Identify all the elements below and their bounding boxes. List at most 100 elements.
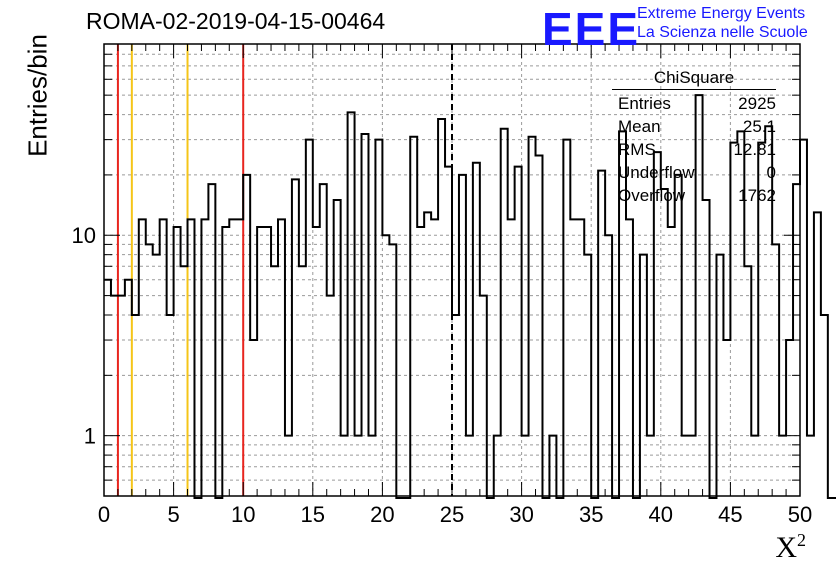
histogram-bin <box>515 167 522 496</box>
histogram-bin <box>208 184 215 496</box>
histogram-bin <box>368 436 375 496</box>
histogram-bin <box>431 219 438 496</box>
histogram-bin <box>111 296 118 496</box>
x-tick-label: 50 <box>788 502 812 527</box>
x-tick-label: 45 <box>718 502 742 527</box>
stats-value: 0 <box>766 163 776 182</box>
histogram-bin <box>751 436 758 496</box>
stats-row-mean: Mean 25.1 <box>612 115 776 138</box>
histogram-bin <box>118 296 125 496</box>
histogram-bin <box>445 167 452 496</box>
stats-title: ChiSquare <box>612 68 776 90</box>
y-tick-label: 10 <box>72 223 96 248</box>
histogram-bin <box>104 280 111 496</box>
histogram-bin <box>410 137 417 496</box>
histogram-bin <box>264 227 271 496</box>
x-tick-label: 5 <box>167 502 179 527</box>
stats-value: 12.81 <box>733 140 776 159</box>
histogram-bin <box>146 244 153 496</box>
histogram-bin <box>640 255 647 496</box>
histogram-bin <box>375 140 382 496</box>
stats-row-overflow: Overflow 1762 <box>612 184 776 207</box>
histogram-bin <box>744 266 751 496</box>
x-axis-label-sup: 2 <box>797 530 806 550</box>
histogram-bin <box>222 227 229 496</box>
histogram-bin <box>522 436 529 496</box>
histogram-bin <box>292 179 299 496</box>
marker-lines <box>116 44 453 496</box>
histogram-bin <box>549 436 556 496</box>
histogram-bin <box>605 235 612 496</box>
histogram-bin <box>181 266 188 496</box>
histogram-bin <box>626 219 633 496</box>
histogram-bin <box>494 436 501 496</box>
histogram-series <box>104 94 836 499</box>
histogram-bin <box>800 140 807 496</box>
histogram-bin <box>236 219 243 496</box>
histogram-bin <box>174 227 181 496</box>
histogram-bin <box>341 436 348 496</box>
histogram-bin <box>814 212 821 496</box>
y-axis-label: Entries/bin <box>22 34 53 157</box>
histogram-bin <box>480 296 487 496</box>
histogram-bin <box>508 219 515 496</box>
x-axis-label: X2 <box>775 530 806 565</box>
axes-layer: 0 5 10 15 20 25 30 35 40 45 50 1 10 <box>72 43 812 527</box>
histogram-bin <box>452 315 459 496</box>
x-tick-label: 35 <box>579 502 603 527</box>
histogram-bin <box>689 436 696 496</box>
histogram-bin <box>160 219 167 496</box>
y-tick-label: 1 <box>84 424 96 449</box>
histogram-bin <box>348 112 355 496</box>
histogram-bin <box>779 436 786 496</box>
histogram-bin <box>229 219 236 496</box>
x-tick-label: 20 <box>370 502 394 527</box>
eee-logo: EEE <box>542 3 641 55</box>
histogram-bin <box>473 163 480 496</box>
histogram-bin <box>459 175 466 496</box>
histogram-bin <box>320 184 327 496</box>
histogram-bin <box>285 436 292 496</box>
stats-label: Overflow <box>618 186 686 205</box>
histogram-bin <box>355 436 362 496</box>
histogram-bin <box>250 340 257 496</box>
histogram-layer <box>104 94 836 499</box>
stats-row-entries: Entries 2925 <box>612 92 776 115</box>
histogram-bin <box>716 255 723 496</box>
stats-value: 2925 <box>738 94 776 113</box>
x-tick-label: 40 <box>649 502 673 527</box>
histogram-bin <box>389 244 396 496</box>
x-tick-label: 25 <box>440 502 464 527</box>
histogram-bin <box>153 255 160 496</box>
histogram-bin <box>529 137 536 496</box>
histogram-bin <box>598 171 605 496</box>
histogram-bin <box>188 219 195 496</box>
x-tick-label: 15 <box>301 502 325 527</box>
histogram-bin <box>668 227 675 496</box>
histogram-bin <box>334 200 341 496</box>
stats-label: Mean <box>618 117 661 136</box>
histogram-bin <box>139 219 146 496</box>
histogram-bin <box>424 212 431 496</box>
stats-label: Underflow <box>618 163 695 182</box>
histogram-bin <box>584 255 591 496</box>
histogram-bin <box>772 244 779 496</box>
histogram-bin <box>661 189 668 496</box>
histogram-bin <box>201 219 208 496</box>
logo-line-1: Extreme Energy Events <box>637 5 806 22</box>
histogram-bin <box>675 175 682 496</box>
logo-line-2: La Scienza nelle Scuole <box>637 24 808 41</box>
logo-text: Extreme Energy Events La Scienza nelle S… <box>637 4 808 42</box>
histogram-bin <box>723 340 730 496</box>
histogram-bin <box>821 315 828 496</box>
stats-row-underflow: Underflow 0 <box>612 161 776 184</box>
stats-value: 25.1 <box>742 117 776 136</box>
histogram-bin <box>257 227 264 496</box>
y-axis-label-box: Entries/bin <box>8 20 53 180</box>
run-title: ROMA-02-2019-04-15-00464 <box>86 8 386 34</box>
histogram-bin <box>382 235 389 496</box>
histogram-bin <box>501 129 508 496</box>
histogram-bin <box>647 436 654 496</box>
histogram-bin <box>536 155 543 496</box>
